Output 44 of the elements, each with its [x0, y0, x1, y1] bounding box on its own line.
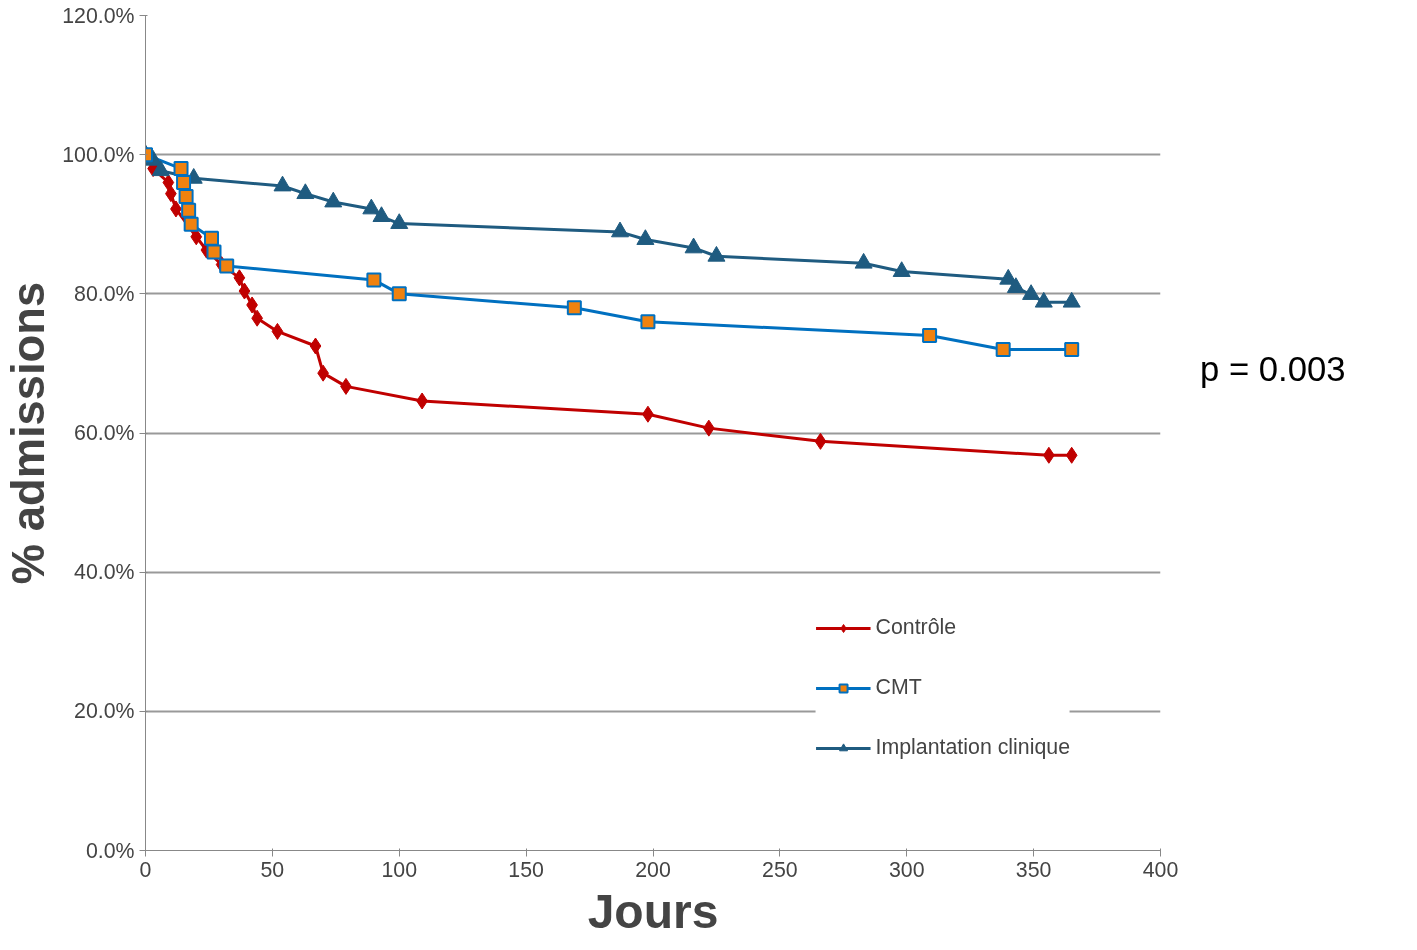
point — [271, 322, 284, 340]
point — [203, 230, 219, 246]
point — [233, 269, 246, 287]
point — [922, 328, 938, 344]
y-tick-label: 60.0% — [74, 421, 135, 445]
point — [183, 216, 199, 232]
y-tick-label: 20.0% — [74, 699, 135, 724]
y-tick-label: 40.0% — [74, 560, 135, 585]
y-tick-label: 100.0% — [62, 142, 135, 167]
y-tick-label: 120.0% — [62, 3, 135, 28]
point — [178, 188, 194, 204]
point — [206, 244, 222, 260]
point — [391, 286, 407, 302]
x-tick-label: 50 — [260, 857, 285, 882]
point — [1065, 446, 1078, 464]
point — [566, 300, 582, 316]
x-tick-label: 250 — [762, 857, 798, 882]
x-tick-label: 100 — [381, 857, 418, 882]
point — [366, 272, 382, 288]
x-tick-label: 0 — [139, 857, 152, 882]
x-tick-label: 200 — [635, 857, 671, 882]
point — [640, 314, 656, 330]
point — [176, 175, 192, 190]
point — [309, 337, 322, 355]
legend-label: Contrôle — [875, 615, 957, 640]
point — [219, 258, 235, 274]
point — [814, 432, 827, 450]
y-axis-title: % admissions — [3, 281, 55, 585]
x-axis-title: Jours — [587, 884, 719, 938]
legend-label: CMT — [875, 675, 922, 700]
x-tick-label: 350 — [1015, 857, 1052, 882]
point — [173, 161, 189, 177]
y-tick-label: 0.0% — [85, 838, 135, 863]
y-tick-label: 80.0% — [74, 281, 135, 306]
point — [181, 202, 197, 218]
legend-label: Implantation clinique — [875, 735, 1070, 760]
point — [1064, 342, 1080, 357]
x-tick-label: 400 — [1142, 857, 1179, 882]
x-tick-label: 150 — [508, 857, 545, 882]
point — [995, 342, 1011, 357]
point — [702, 419, 715, 437]
x-tick-label: 300 — [888, 857, 925, 882]
text: p = 0.003 — [1200, 349, 1346, 390]
point — [238, 282, 251, 300]
